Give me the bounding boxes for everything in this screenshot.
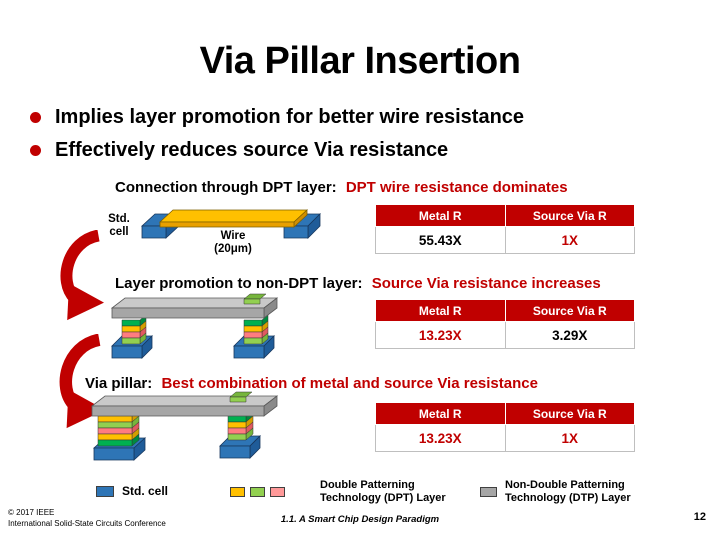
metal-r-header: Metal R [375, 402, 506, 425]
section1-heading-black: Connection through DPT layer: [115, 179, 337, 196]
non-dpt-gray-swatch [480, 487, 497, 497]
wire-label: Wire (20μm) [214, 230, 252, 256]
slide-title: Via Pillar Insertion [199, 40, 521, 82]
source-via-r-value: 1X [504, 424, 635, 452]
curved-arrow-icon [59, 334, 105, 429]
footer-copyright-line2: International Solid-State Circuits Confe… [8, 518, 166, 528]
footer-session-title: 1.1. A Smart Chip Design Paradigm [280, 514, 440, 525]
section3-heading: Via pillar: Best combination of metal an… [85, 375, 538, 392]
resistance-table-3: Metal R Source Via R 13.23X 1X [375, 402, 635, 452]
section2-heading: Layer promotion to non-DPT layer: Source… [115, 275, 601, 292]
curved-arrow-icon [60, 230, 104, 321]
section3-heading-red: Best combination of metal and source Via… [161, 375, 538, 392]
resistance-table-1: Metal R Source Via R 55.43X 1X [375, 204, 635, 254]
dpt-wire-diagram [140, 209, 321, 239]
bullet-item: Implies layer promotion for better wire … [30, 106, 524, 129]
bullet-text: Implies layer promotion for better wire … [55, 106, 525, 128]
dpt-yellow-swatch [230, 487, 245, 497]
source-via-r-value: 1X [504, 226, 635, 254]
std-cell-legend-label: Std. cell [122, 484, 169, 498]
layer-promotion-diagram [110, 293, 279, 359]
section2-heading-red: Source Via resistance increases [371, 275, 601, 292]
footer-copyright-line1: © 2017 IEEE [8, 508, 55, 517]
metal-r-value: 13.23X [375, 321, 506, 349]
metal-r-header: Metal R [375, 204, 506, 227]
std-cell-swatch [96, 486, 114, 497]
bullet-text: Effectively reduces source Via resistanc… [55, 139, 449, 161]
dpt-green-swatch [250, 487, 265, 497]
page-number: 12 [693, 511, 706, 523]
section3-heading-black: Via pillar: [85, 375, 153, 392]
resistance-table-2: Metal R Source Via R 13.23X 3.29X [375, 299, 635, 349]
source-via-r-header: Source Via R [504, 402, 635, 425]
bullet-icon [30, 145, 41, 156]
footer-copyright: © 2017 IEEE International Solid-State Ci… [8, 508, 166, 530]
bullet-icon [30, 112, 41, 123]
dpt-legend-label: Double Patterning Technology (DPT) Layer [320, 479, 446, 505]
std-cell-label: Std. cell [108, 213, 130, 239]
metal-r-header: Metal R [375, 299, 506, 322]
source-via-r-header: Source Via R [504, 299, 635, 322]
source-via-r-header: Source Via R [504, 204, 635, 227]
dpt-pink-swatch [270, 487, 285, 497]
bullet-item: Effectively reduces source Via resistanc… [30, 139, 524, 162]
metal-r-value: 55.43X [375, 226, 506, 254]
non-dpt-legend-label: Non-Double Patterning Technology (DTP) L… [505, 479, 631, 505]
bullet-list: Implies layer promotion for better wire … [30, 106, 524, 172]
source-via-r-value: 3.29X [504, 321, 635, 349]
via-pillar-diagram [90, 391, 279, 461]
section1-heading-red: DPT wire resistance dominates [345, 179, 568, 196]
section2-heading-black: Layer promotion to non-DPT layer: [115, 275, 363, 292]
section1-heading: Connection through DPT layer: DPT wire r… [115, 179, 568, 196]
metal-r-value: 13.23X [375, 424, 506, 452]
